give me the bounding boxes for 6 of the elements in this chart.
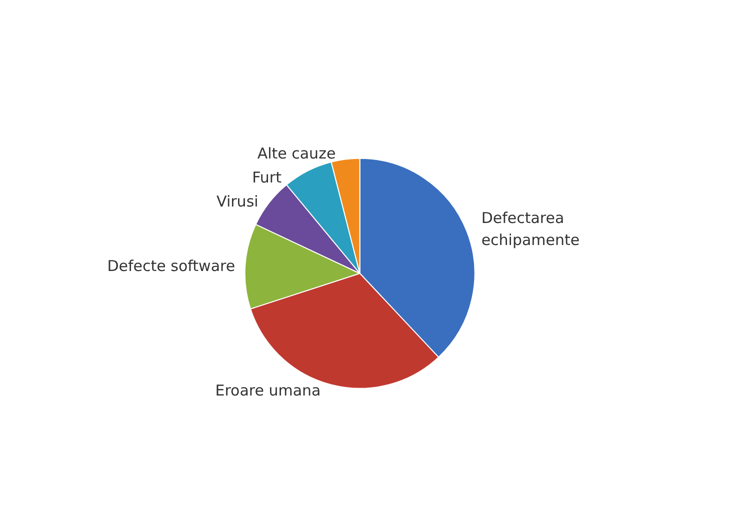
- slice-label: Alte cauze: [257, 144, 336, 162]
- slice-label: Defectarea echipamente: [481, 208, 580, 249]
- slice-label: Virusi: [216, 192, 258, 210]
- slice-label: Furt: [252, 168, 282, 186]
- slice-label: Eroare umana: [215, 382, 321, 400]
- slice-label: Defecte software: [107, 256, 236, 275]
